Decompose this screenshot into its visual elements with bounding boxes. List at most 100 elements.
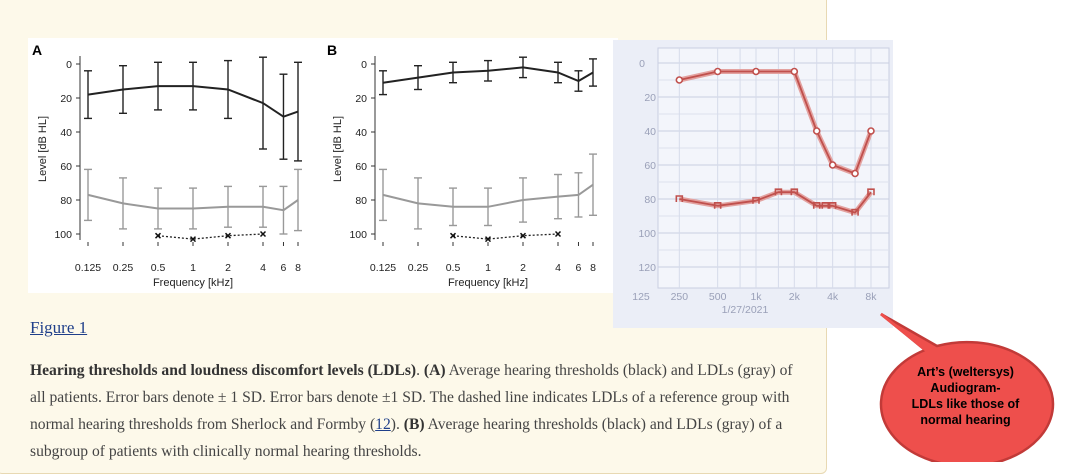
panel-a-label: A: [32, 42, 42, 58]
caption-a-text: Average hearing thresholds (black) and L…: [30, 362, 793, 433]
audiogram-ldl-marker: [812, 202, 821, 209]
panel-a-x-tick-label: 0.5: [151, 262, 166, 274]
audiogram-y-tick-label: 80: [644, 194, 656, 206]
figure-1-link[interactable]: Figure 1: [30, 318, 88, 337]
panel-b-ylabel: Level [dB HL]: [332, 116, 344, 182]
panel-b-x-tick-label: 4: [555, 262, 561, 274]
panel-b-x-tick-label: 0.5: [446, 262, 461, 274]
figure-panels: A Level [dB HL] 0 20 40 60 80 100 0.125 0.25 0.5 1 2…: [28, 38, 618, 293]
audiogram-o-marker: [812, 127, 821, 135]
audiogram-o-marker: [790, 67, 799, 76]
panel-b-x-marker: [554, 230, 562, 238]
audiogram-ldl-marker: [774, 188, 783, 196]
audiogram-plot-area: [657, 47, 890, 289]
audiogram-date: 1/27/2021: [722, 304, 769, 316]
audiogram-ldl-marker: [790, 188, 799, 196]
panel-b-x-tick-label: 1: [485, 262, 491, 274]
caption-after-ref: ).: [390, 416, 404, 433]
panel-a-threshold-line: [87, 85, 299, 118]
panel-a-reference-ldl-line: [157, 233, 264, 240]
audiogram-o-marker: [851, 169, 859, 178]
panel-a-x-tick-label: 2: [225, 262, 231, 274]
panel-b-x-tick-label: 6: [576, 262, 582, 274]
audiogram-o-marker: [828, 161, 837, 169]
audiogram-x-tick-label: 1k: [750, 291, 762, 303]
panel-b-x-tick-label: 8: [590, 262, 596, 274]
panel-b-x-marker: [484, 236, 492, 243]
panel-b-label: B: [327, 42, 337, 58]
panel-b-y-tick-label: 60: [355, 161, 367, 173]
panel-a-x-tick-label: 4: [260, 262, 266, 274]
audiogram-y-tick-label: 120: [638, 262, 656, 274]
panel-a-xlabel: Frequency [kHz]: [153, 277, 233, 289]
panel-a-ldl-line: [87, 193, 299, 212]
audiogram-y-tick-label: 100: [638, 228, 656, 240]
panel-a-x-tick-label: 0.125: [75, 262, 101, 274]
panel-a-y-tick-label: 60: [60, 161, 72, 173]
audiogram-ldl-marker: [828, 202, 837, 209]
panel-a-x-tick-label: 1: [190, 262, 196, 274]
panel-b-y-tick-label: 100: [349, 229, 367, 241]
audiogram-o-marker: [752, 67, 760, 76]
audiogram-x-tick-label: 250: [671, 291, 689, 303]
panel-b-x-marker: [449, 232, 457, 239]
panel-b-y-tick-label: 0: [361, 59, 367, 71]
panel-b-threshold-line: [382, 66, 594, 84]
audiogram-ldl-marker: [713, 202, 722, 209]
panel-a-y-tick-label: 0: [66, 59, 72, 71]
panel-b-x-marker: [519, 232, 527, 239]
audiogram-o-marker: [675, 76, 684, 84]
audiogram-ldl-marker: [821, 202, 830, 209]
reference-12-link[interactable]: 12: [375, 416, 391, 433]
callout-text: Art’s (weltersys) Audiogram- LDLs like t…: [893, 364, 1038, 428]
panel-b-y-tick-label: 20: [355, 93, 367, 105]
audiogram-y-tick-label: 20: [644, 92, 656, 104]
figure-caption: Hearing thresholds and loudness discomfo…: [30, 362, 793, 460]
panel-b-ldl-line: [382, 183, 594, 208]
audiogram-y-tick-label: 0: [639, 58, 645, 70]
panel-a-x-marker: [259, 230, 267, 238]
audiogram-ldl-marker: [867, 188, 875, 196]
speech-bubble-callout: [879, 312, 1055, 462]
audiogram-x-tick-label: 2k: [789, 291, 801, 303]
panel-a-y-tick-label: 20: [60, 93, 72, 105]
figure-caption-area: Figure 1 Hearing thresholds and loudness…: [30, 318, 810, 465]
panel-a-y-tick-label: 40: [60, 127, 72, 139]
panel-a-y-tick-label: 80: [60, 195, 72, 207]
audiogram-chart: 0 20 40 60 80 100 120 125 250 500 1k 2k 4k 8k 1/27/202…: [632, 47, 890, 316]
panel-a-x-marker: [189, 236, 197, 243]
panel-a-x-marker: [154, 232, 162, 239]
panel-b-reference-ldl-line: [452, 233, 559, 240]
audiogram-ldl-marker: [675, 195, 684, 202]
audiogram-y-tick-label: 40: [644, 126, 656, 138]
panel-b-x-tick-label: 0.125: [370, 262, 396, 274]
caption-a-label: (A): [423, 362, 446, 379]
panel-b-y-tick-label: 40: [355, 127, 367, 139]
audiogram-o-marker: [867, 127, 875, 135]
caption-b-label: (B): [403, 416, 425, 433]
audiogram-x-tick-label: 4k: [827, 291, 839, 303]
panel-b-xlabel: Frequency [kHz]: [448, 277, 528, 289]
panel-a-ylabel: Level [dB HL]: [37, 116, 49, 182]
callout-line-4: normal hearing: [920, 413, 1011, 427]
panel-b-y-tick-label: 80: [355, 195, 367, 207]
caption-title: Hearing thresholds and loudness discomfo…: [30, 362, 417, 379]
audiogram-threshold-line: [679, 70, 872, 175]
callout-line-3: LDLs like those of: [911, 397, 1020, 411]
audiogram-x-tick-label: 8k: [865, 291, 877, 303]
audiogram-ldl-line: [679, 191, 872, 214]
panel-b-x-tick-label: 0.25: [408, 262, 429, 274]
callout-line-2: Audiogram-: [930, 381, 1001, 395]
panel-a-x-tick-label: 0.25: [113, 262, 134, 274]
audiogram-ldl-marker: [752, 196, 760, 204]
caption-b-text: Average hearing thresholds (black) and L…: [30, 416, 783, 460]
audiogram-x-tick-label: 125: [632, 291, 650, 303]
art-audiogram: 0 20 40 60 80 100 120 125 250 500 1k 2k 4k 8k 1/27/202…: [613, 40, 893, 328]
audiogram-x-tick-label: 500: [709, 291, 727, 303]
panel-a-x-tick-label: 8: [295, 262, 301, 274]
panel-a-x-tick-label: 6: [281, 262, 287, 274]
panel-a-y-tick-label: 100: [54, 229, 72, 241]
audiogram-ldl-marker: [851, 208, 859, 216]
callout-line-1: Art’s (weltersys): [917, 365, 1014, 379]
